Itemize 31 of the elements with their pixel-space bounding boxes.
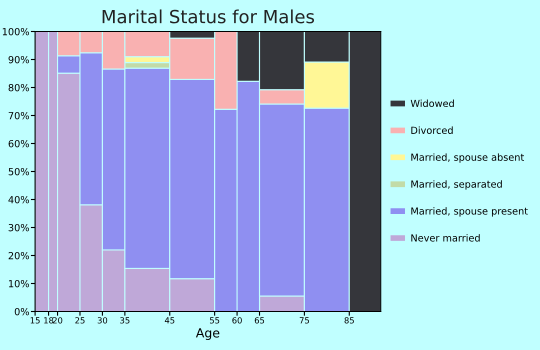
x-tick-label: 85 bbox=[344, 317, 354, 324]
x-tick-label: 35 bbox=[120, 317, 130, 324]
x-tick-label: 20 bbox=[52, 317, 62, 324]
y-tick-label: 50% bbox=[8, 168, 30, 176]
x-axis-title: Age bbox=[196, 328, 220, 340]
y-tick-label: 30% bbox=[8, 224, 30, 232]
y-tick-label: 100% bbox=[2, 28, 30, 36]
y-tick-label: 80% bbox=[8, 84, 30, 92]
y-tick-label: 10% bbox=[9, 280, 30, 288]
chart-title: Marital Status for Males bbox=[102, 9, 314, 24]
x-tick-label: 45 bbox=[164, 317, 174, 324]
legend-label: Divorced bbox=[411, 126, 453, 134]
x-tick-label: 15 bbox=[30, 317, 40, 324]
y-tick-label: 0% bbox=[14, 308, 30, 316]
legend-label: Never married bbox=[411, 234, 480, 242]
x-tick-label: 25 bbox=[75, 317, 85, 324]
y-tick-label: 90% bbox=[8, 56, 30, 64]
legend-label: Married, spouse absent bbox=[411, 153, 524, 163]
x-tick-label: 30 bbox=[98, 317, 108, 324]
y-tick-label: 60% bbox=[8, 140, 30, 148]
y-tick-label: 40% bbox=[8, 196, 30, 204]
legend-label: Married, separated bbox=[411, 180, 502, 190]
x-tick-label: 60 bbox=[232, 317, 242, 324]
legend-label: Widowed bbox=[410, 100, 454, 108]
y-tick-label: 20% bbox=[8, 252, 30, 260]
legend-label: Married, spouse present bbox=[411, 207, 528, 217]
x-tick-label: 55 bbox=[210, 317, 220, 324]
y-tick-label: 70% bbox=[8, 112, 30, 120]
x-tick-label: 65 bbox=[254, 317, 264, 324]
x-tick-label: 75 bbox=[300, 317, 309, 324]
x-tick-label: 18 bbox=[44, 317, 54, 324]
